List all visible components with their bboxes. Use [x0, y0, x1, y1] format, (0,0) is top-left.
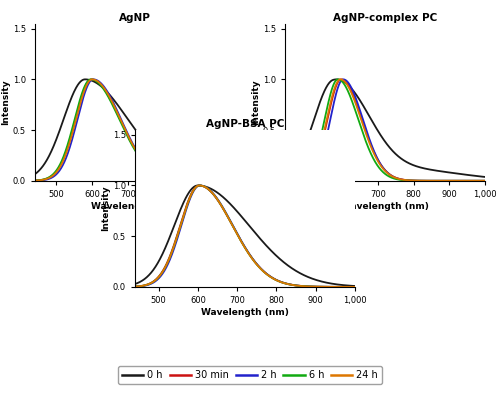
Y-axis label: Intensity: Intensity: [1, 79, 10, 125]
Title: AgNP: AgNP: [119, 13, 151, 23]
Y-axis label: Intensity: Intensity: [101, 185, 110, 231]
Legend: 0 h, 30 min, 2 h, 6 h, 24 h: 0 h, 30 min, 2 h, 6 h, 24 h: [118, 366, 382, 384]
Title: AgNP-BSA PC: AgNP-BSA PC: [206, 119, 284, 129]
Y-axis label: Intensity: Intensity: [251, 79, 260, 125]
X-axis label: Wavelength (nm): Wavelength (nm): [341, 202, 429, 211]
X-axis label: Wavelength (nm): Wavelength (nm): [201, 308, 289, 317]
Title: AgNP-complex PC: AgNP-complex PC: [333, 13, 437, 23]
X-axis label: Wavelength (nm): Wavelength (nm): [91, 202, 179, 211]
